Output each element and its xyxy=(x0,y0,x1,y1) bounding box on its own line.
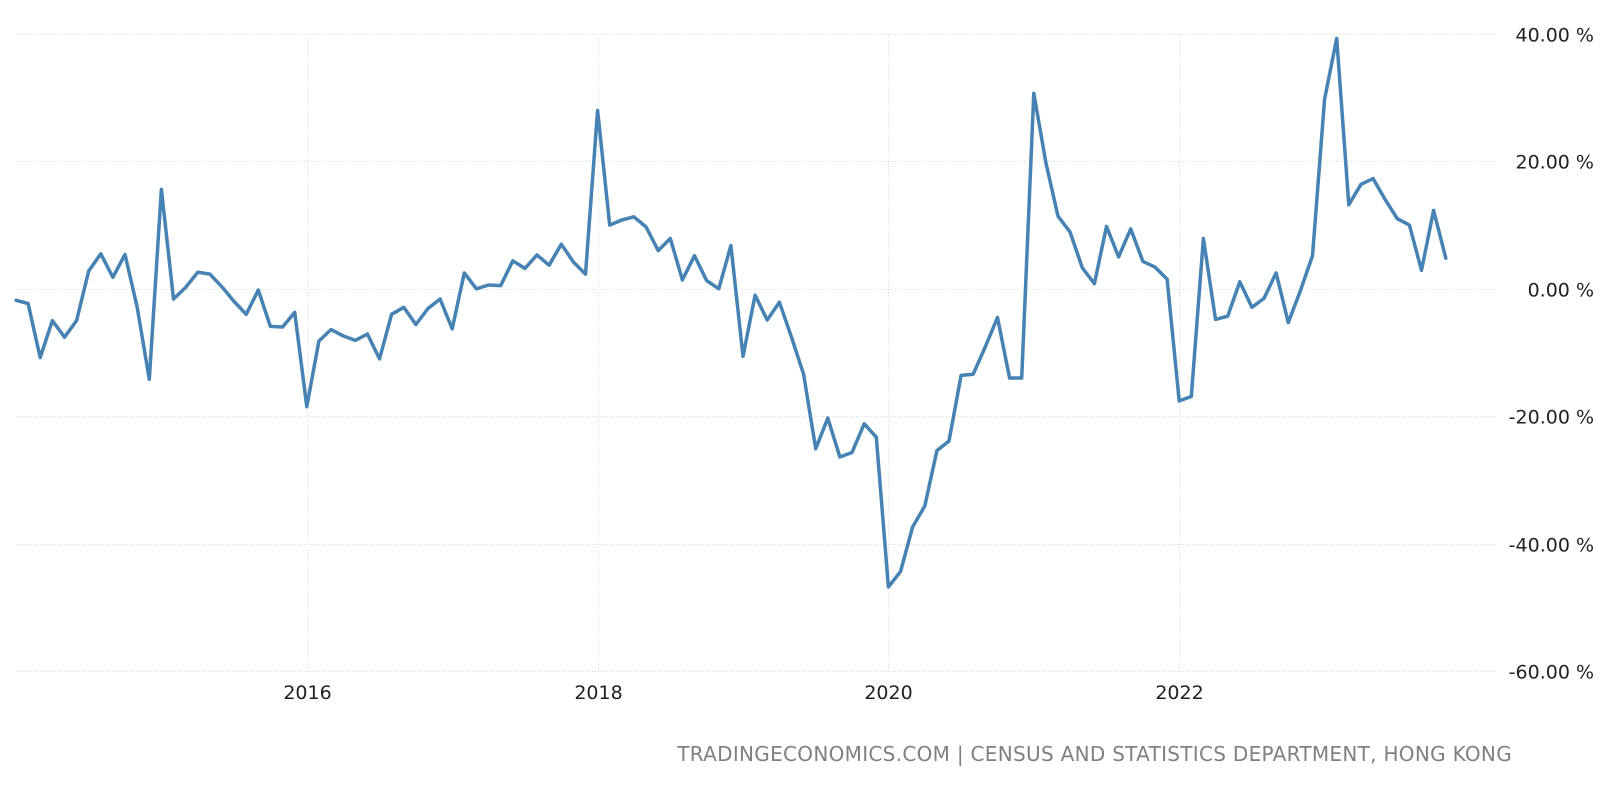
x-tick-label: 2022 xyxy=(1155,682,1203,704)
y-tick-label: -40.00 % xyxy=(1509,535,1594,557)
x-tick-label: 2020 xyxy=(864,682,912,704)
source-attribution: TRADINGECONOMICS.COM | CENSUS AND STATIS… xyxy=(677,742,1512,766)
x-tick-label: 2016 xyxy=(283,682,331,704)
y-tick-label: 40.00 % xyxy=(1516,25,1595,47)
series-layer xyxy=(14,36,1448,589)
x-axis-tick-labels: 2016 2018 2020 2022 xyxy=(283,682,1203,704)
x-tick-label: 2018 xyxy=(574,682,622,704)
y-axis-tick-labels: 40.00 % 20.00 % 0.00 % -20.00 % -40.00 % -60.… xyxy=(1509,25,1594,684)
y-tick-label: -20.00 % xyxy=(1509,407,1594,429)
y-tick-label: 20.00 % xyxy=(1516,152,1595,174)
y-tick-label: 0.00 % xyxy=(1528,280,1594,302)
horizontal-gridlines xyxy=(16,34,1497,672)
y-tick-label: -60.00 % xyxy=(1509,662,1594,684)
series-line xyxy=(14,36,1448,589)
vertical-gridlines xyxy=(307,34,1180,671)
